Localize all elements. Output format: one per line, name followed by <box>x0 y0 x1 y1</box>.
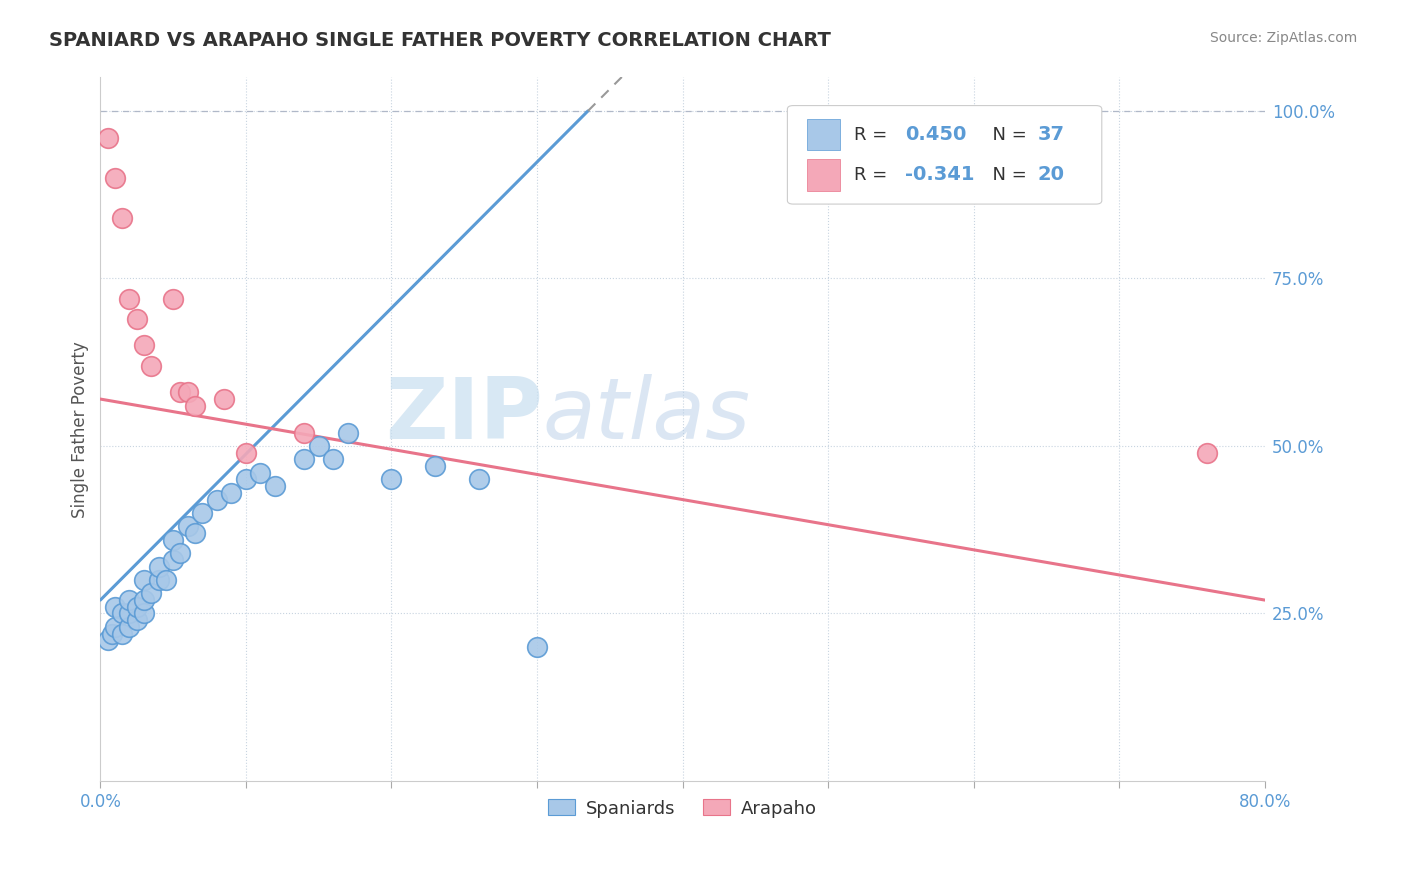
Point <box>468 473 491 487</box>
Text: ZIP: ZIP <box>385 374 543 457</box>
Point <box>235 445 257 459</box>
Point <box>336 425 359 440</box>
Point <box>292 452 315 467</box>
Point <box>191 506 214 520</box>
Y-axis label: Single Father Poverty: Single Father Poverty <box>72 341 89 517</box>
Point <box>132 573 155 587</box>
Point <box>101 626 124 640</box>
Point <box>141 586 163 600</box>
Point <box>104 599 127 614</box>
Point <box>184 526 207 541</box>
Point <box>97 130 120 145</box>
Point <box>118 593 141 607</box>
Point <box>162 553 184 567</box>
Text: 0.450: 0.450 <box>905 125 966 145</box>
Point <box>104 620 127 634</box>
Text: R =: R = <box>853 166 893 184</box>
Point <box>118 607 141 621</box>
Point <box>141 359 163 373</box>
Point <box>205 492 228 507</box>
Point <box>264 479 287 493</box>
Point <box>169 546 191 560</box>
Text: -0.341: -0.341 <box>905 165 974 185</box>
Point <box>125 599 148 614</box>
FancyBboxPatch shape <box>807 160 839 191</box>
Legend: Spaniards, Arapaho: Spaniards, Arapaho <box>541 792 824 825</box>
Text: 37: 37 <box>1038 125 1064 145</box>
Point <box>292 425 315 440</box>
Point <box>308 439 330 453</box>
Point <box>111 626 134 640</box>
Text: N =: N = <box>981 126 1032 144</box>
Point <box>1195 445 1218 459</box>
FancyBboxPatch shape <box>787 105 1102 204</box>
Text: Source: ZipAtlas.com: Source: ZipAtlas.com <box>1209 31 1357 45</box>
Point <box>184 399 207 413</box>
Point <box>212 392 235 406</box>
Point <box>97 633 120 648</box>
Point <box>118 292 141 306</box>
Point <box>221 486 243 500</box>
Point <box>162 292 184 306</box>
Point <box>162 533 184 547</box>
Point <box>132 593 155 607</box>
Text: R =: R = <box>853 126 893 144</box>
Point <box>155 573 177 587</box>
Point <box>111 607 134 621</box>
Point <box>132 338 155 352</box>
Text: N =: N = <box>981 166 1032 184</box>
Point <box>235 473 257 487</box>
Point <box>132 607 155 621</box>
Point <box>111 211 134 226</box>
Point <box>125 311 148 326</box>
Point <box>423 459 446 474</box>
FancyBboxPatch shape <box>807 120 839 150</box>
Point <box>169 385 191 400</box>
Point <box>176 519 198 533</box>
Point <box>380 473 402 487</box>
Point <box>104 170 127 185</box>
Point <box>176 385 198 400</box>
Text: atlas: atlas <box>543 374 751 457</box>
Point <box>322 452 344 467</box>
Point <box>249 466 271 480</box>
Point <box>148 573 170 587</box>
Text: SPANIARD VS ARAPAHO SINGLE FATHER POVERTY CORRELATION CHART: SPANIARD VS ARAPAHO SINGLE FATHER POVERT… <box>49 31 831 50</box>
Text: 20: 20 <box>1038 165 1064 185</box>
Point <box>526 640 548 654</box>
Point <box>148 559 170 574</box>
Point <box>125 613 148 627</box>
Point <box>118 620 141 634</box>
